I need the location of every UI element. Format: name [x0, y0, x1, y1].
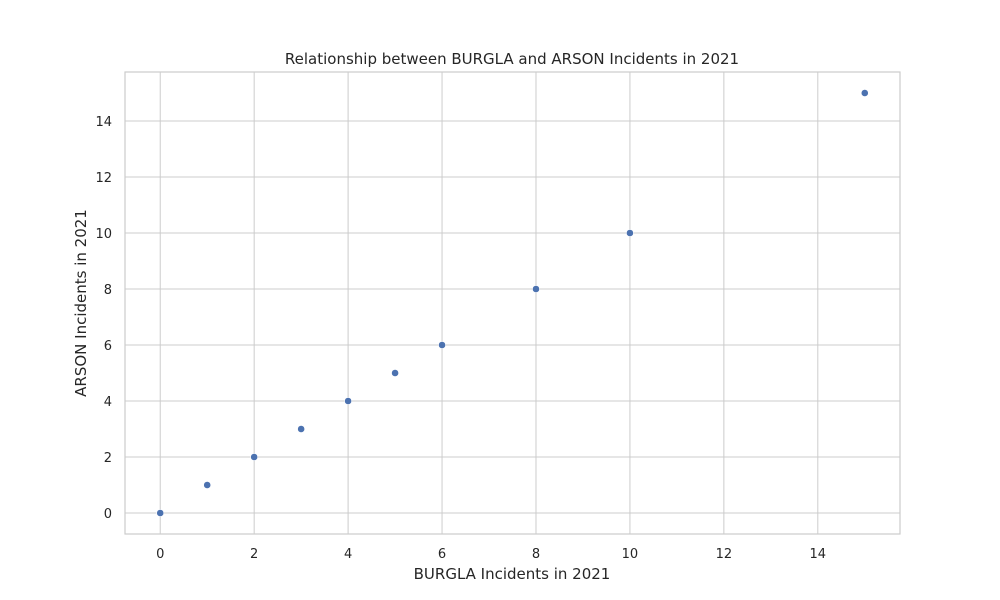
scatter-point [297, 425, 306, 433]
scatter-point [438, 341, 446, 349]
y-axis-label: ARSON Incidents in 2021 [72, 209, 90, 397]
x-axis-label: BURGLA Incidents in 2021 [414, 565, 611, 583]
points-layer [156, 89, 869, 517]
y-tick-label: 8 [104, 283, 112, 298]
x-tick-label: 0 [156, 547, 164, 562]
scatter-point [250, 453, 259, 461]
scatter-point [391, 369, 399, 377]
y-tick-label: 14 [95, 115, 112, 130]
y-tick-label: 10 [95, 227, 112, 242]
grid-layer [125, 72, 900, 534]
scatter-point [156, 509, 165, 517]
x-tick-labels: 0 2 4 6 8 10 12 14 [156, 547, 826, 562]
x-tick-label: 4 [344, 547, 352, 562]
x-tick-label: 14 [810, 547, 827, 562]
scatter-point [626, 229, 634, 237]
y-tick-label: 6 [104, 339, 112, 354]
x-tick-label: 10 [622, 547, 639, 562]
y-tick-label: 12 [95, 171, 112, 186]
x-tick-label: 12 [716, 547, 733, 562]
y-tick-labels: 0 2 4 6 8 10 12 14 [95, 115, 112, 522]
plot-frame [124, 71, 901, 535]
y-tick-label: 4 [104, 395, 112, 410]
x-tick-label: 2 [250, 547, 258, 562]
x-tick-label: 6 [438, 547, 446, 562]
scatter-point [860, 89, 869, 97]
scatter-point [203, 481, 212, 489]
scatter-point [532, 285, 540, 293]
scatter-point [344, 397, 353, 405]
chart-title: Relationship between BURGLA and ARSON In… [285, 50, 739, 68]
y-tick-label: 2 [104, 451, 112, 466]
y-tick-label: 0 [104, 507, 112, 522]
x-tick-label: 8 [532, 547, 540, 562]
